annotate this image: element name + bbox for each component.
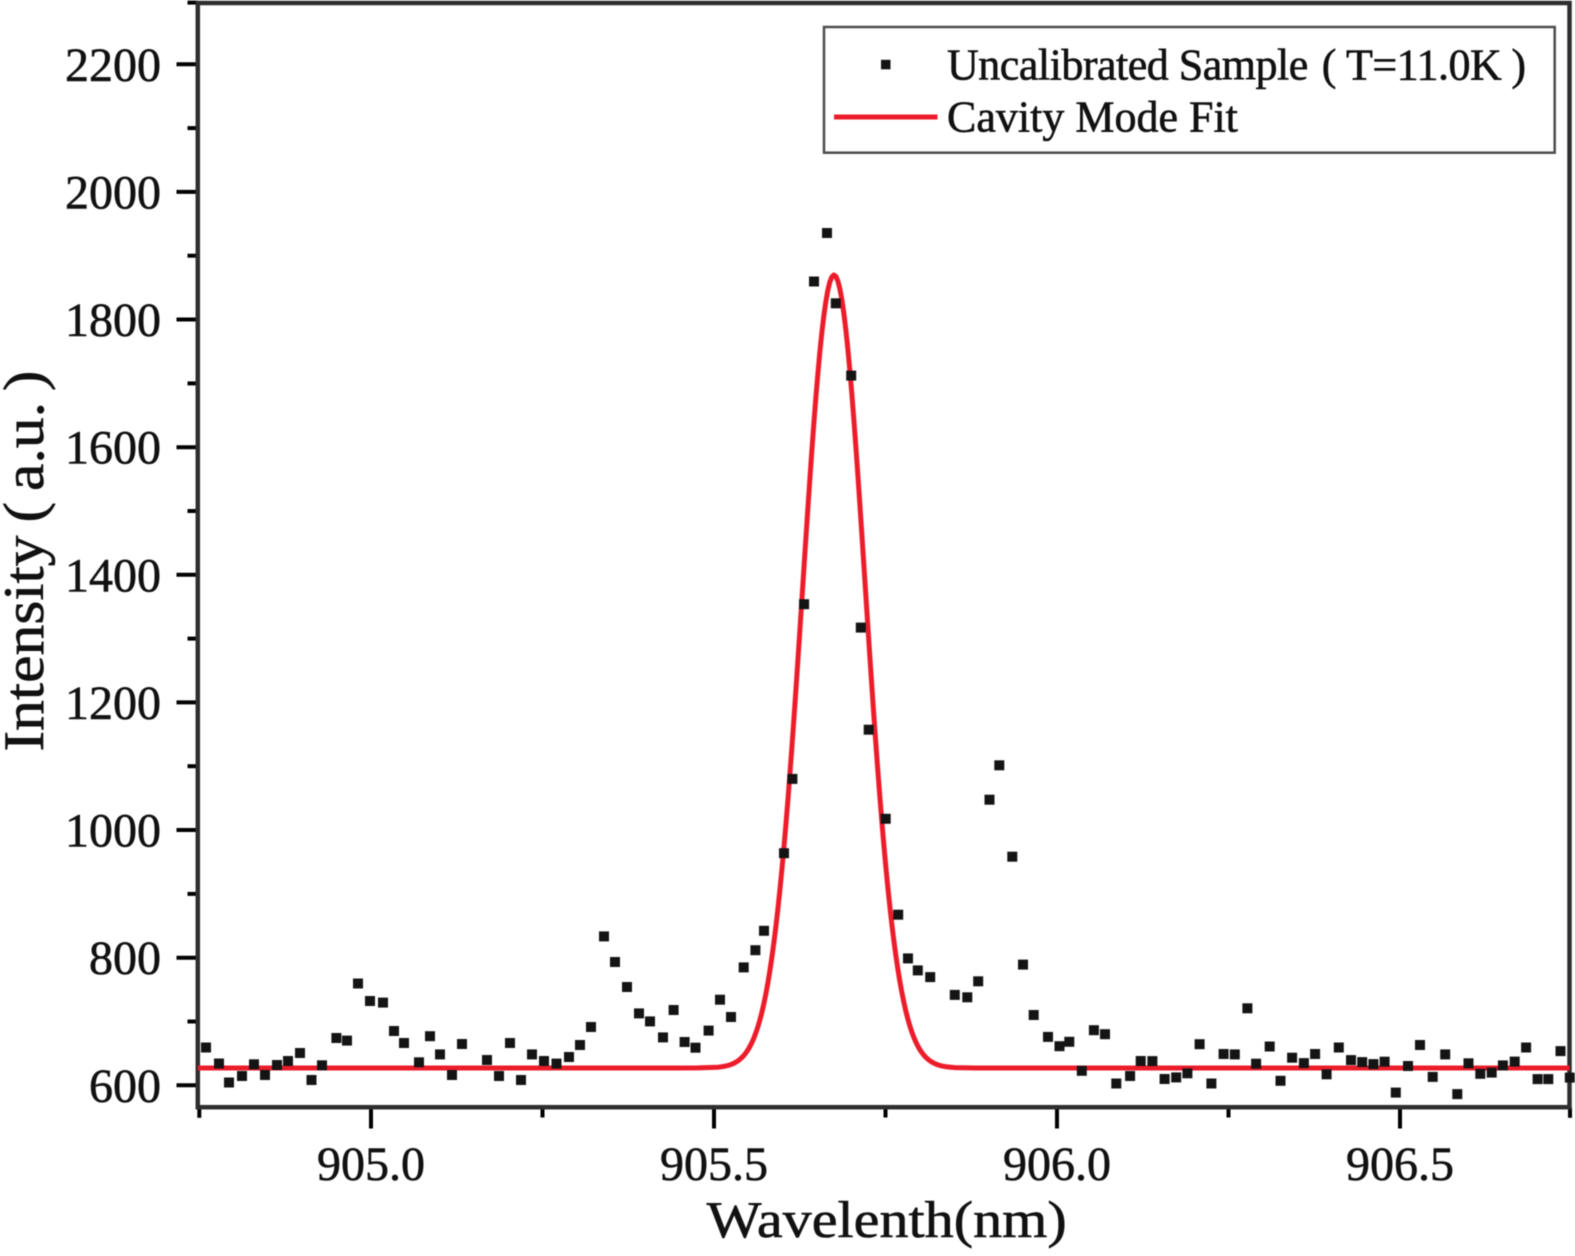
svg-text:1600: 1600: [65, 422, 161, 475]
svg-text:1800: 1800: [65, 294, 161, 347]
svg-text:906.5: 906.5: [1346, 1138, 1454, 1191]
svg-text:2200: 2200: [65, 39, 161, 92]
svg-text:906.0: 906.0: [1003, 1138, 1111, 1191]
svg-text:1400: 1400: [65, 549, 161, 602]
svg-text:800: 800: [89, 932, 161, 985]
svg-text:905.5: 905.5: [660, 1138, 768, 1191]
svg-text:2000: 2000: [65, 166, 161, 219]
svg-text:Wavelenth(nm): Wavelenth(nm): [707, 1192, 1067, 1249]
svg-text:Cavity Mode Fit: Cavity Mode Fit: [947, 93, 1238, 142]
svg-text:Intensity(a.u.): Intensity(a.u.): [0, 371, 56, 752]
svg-text:905.0: 905.0: [317, 1138, 425, 1191]
svg-text:1200: 1200: [65, 677, 161, 730]
svg-text:Uncalibrated Sample(T=11.0K): Uncalibrated Sample(T=11.0K): [947, 41, 1526, 90]
svg-text:1000: 1000: [65, 805, 161, 858]
svg-text:600: 600: [89, 1060, 161, 1113]
